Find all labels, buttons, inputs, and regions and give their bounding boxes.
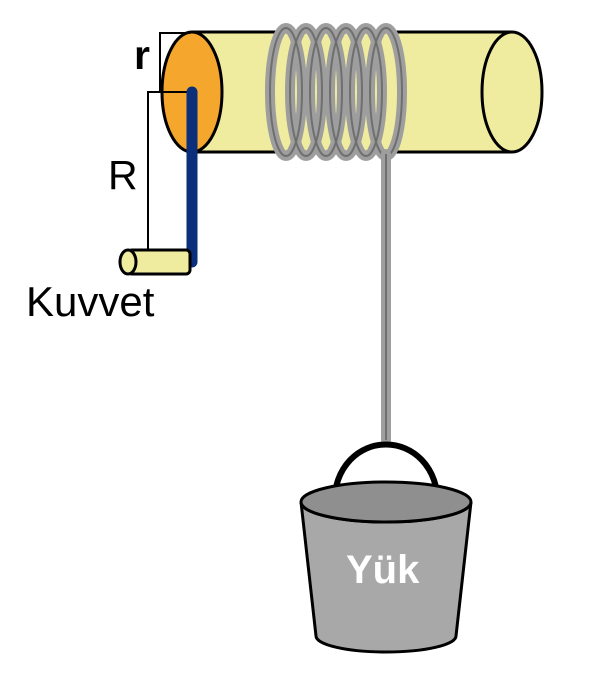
label-load: Yük — [346, 548, 419, 593]
windlass-diagram: r R Kuvvet Yük — [0, 0, 602, 681]
label-r: r — [134, 32, 150, 79]
label-R: R — [108, 152, 138, 199]
label-force: Kuvvet — [26, 278, 154, 326]
diagram-svg — [0, 0, 602, 681]
